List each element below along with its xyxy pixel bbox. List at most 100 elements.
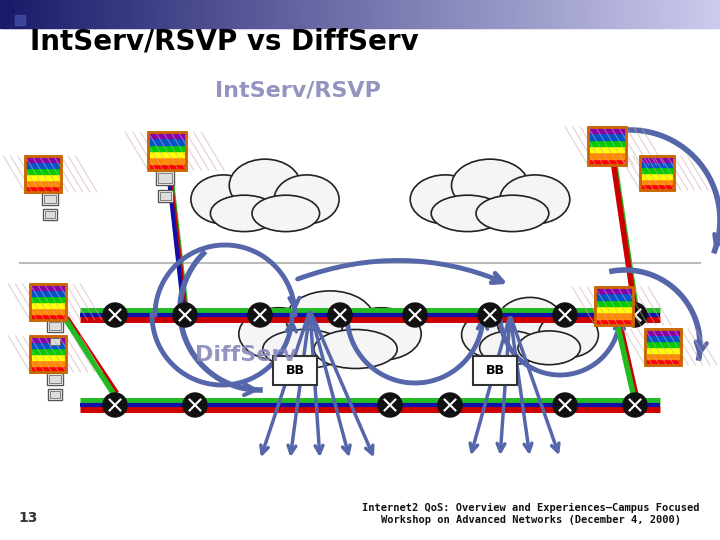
Bar	[187, 0, 192, 28]
Bar	[335, 0, 339, 28]
Bar	[493, 0, 498, 28]
Bar	[220, 0, 224, 28]
Bar	[588, 140, 626, 146]
Bar	[666, 0, 670, 28]
Bar	[25, 168, 61, 174]
Bar	[640, 167, 674, 173]
Bar	[324, 0, 328, 28]
Bar	[112, 0, 116, 28]
Bar	[595, 287, 633, 293]
Bar	[655, 0, 660, 28]
Bar	[461, 0, 465, 28]
Circle shape	[623, 393, 647, 417]
Bar	[49, 375, 61, 383]
Bar	[44, 195, 56, 203]
Bar	[640, 156, 674, 161]
Bar	[640, 184, 674, 190]
Bar	[248, 0, 253, 28]
Bar	[47, 0, 51, 28]
Bar	[32, 0, 37, 28]
Bar	[58, 0, 62, 28]
FancyBboxPatch shape	[273, 356, 317, 385]
Bar	[310, 0, 314, 28]
Bar	[421, 0, 426, 28]
Bar	[588, 127, 626, 165]
Ellipse shape	[252, 195, 320, 232]
Bar	[25, 156, 61, 192]
Bar	[640, 156, 674, 190]
Bar	[392, 0, 397, 28]
Bar	[536, 0, 541, 28]
Bar	[22, 0, 26, 28]
Bar	[374, 0, 379, 28]
Bar	[626, 0, 631, 28]
Bar	[595, 287, 633, 325]
Bar	[30, 290, 66, 296]
Bar	[238, 0, 242, 28]
Bar	[446, 0, 451, 28]
Bar	[410, 0, 415, 28]
Bar	[533, 0, 537, 28]
Bar	[25, 156, 61, 162]
Bar	[713, 0, 717, 28]
Bar	[371, 0, 375, 28]
Bar	[648, 0, 652, 28]
Bar	[160, 192, 171, 200]
Bar	[691, 0, 696, 28]
Bar	[216, 0, 220, 28]
Bar	[640, 179, 674, 184]
Bar	[590, 0, 595, 28]
Bar	[43, 209, 57, 220]
Bar	[256, 0, 260, 28]
Bar	[4, 0, 8, 28]
Bar	[259, 0, 264, 28]
Bar	[475, 0, 480, 28]
Bar	[30, 296, 66, 302]
Bar	[594, 0, 598, 28]
Bar	[68, 0, 73, 28]
Bar	[342, 0, 346, 28]
Bar	[595, 300, 633, 306]
Bar	[50, 391, 60, 398]
Bar	[104, 0, 109, 28]
Bar	[640, 156, 674, 190]
Text: BB: BB	[286, 363, 305, 376]
Bar	[30, 308, 66, 314]
Circle shape	[478, 303, 502, 327]
Bar	[94, 0, 98, 28]
Bar	[588, 133, 626, 140]
Bar	[353, 0, 357, 28]
Bar	[652, 0, 656, 28]
Bar	[176, 0, 181, 28]
Bar	[158, 190, 173, 202]
Bar	[403, 0, 408, 28]
Ellipse shape	[518, 331, 580, 364]
Bar	[281, 0, 285, 28]
Circle shape	[553, 393, 577, 417]
Bar	[688, 0, 692, 28]
Bar	[677, 0, 681, 28]
Bar	[30, 284, 66, 290]
Circle shape	[403, 303, 427, 327]
Bar	[529, 0, 534, 28]
Text: Internet2 QoS: Overview and Experiences—Campus Focused
Workshop on Advanced Netw: Internet2 QoS: Overview and Experiences—…	[362, 503, 700, 525]
FancyBboxPatch shape	[473, 356, 517, 385]
Bar	[400, 0, 404, 28]
Bar	[367, 0, 372, 28]
Bar	[277, 0, 282, 28]
Bar	[439, 0, 444, 28]
Bar	[30, 342, 66, 348]
Bar	[30, 360, 66, 366]
Ellipse shape	[210, 195, 278, 232]
Bar	[7, 0, 12, 28]
Bar	[382, 0, 386, 28]
Bar	[349, 0, 354, 28]
Bar	[418, 0, 422, 28]
Bar	[155, 0, 159, 28]
Bar	[317, 0, 321, 28]
Bar	[30, 336, 66, 372]
Bar	[436, 0, 440, 28]
Bar	[320, 0, 325, 28]
Bar	[42, 193, 58, 205]
Ellipse shape	[451, 159, 528, 212]
